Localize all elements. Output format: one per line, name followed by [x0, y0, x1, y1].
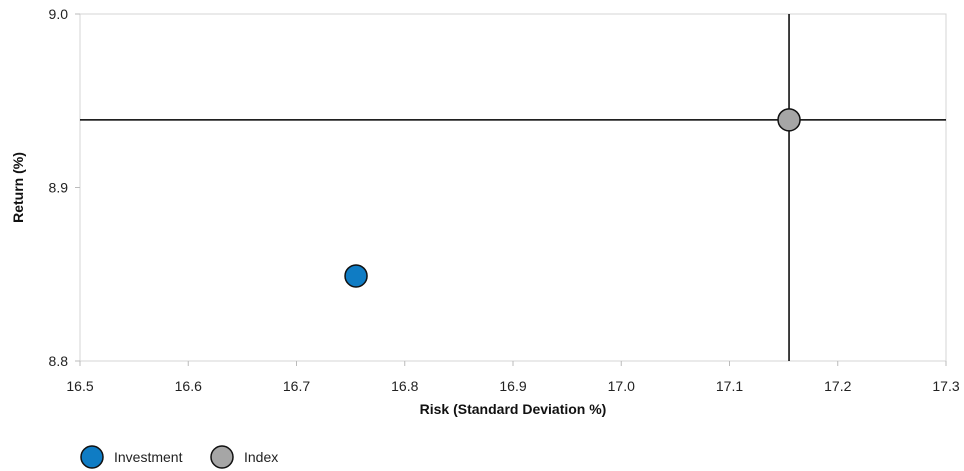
x-tick-label: 16.7: [283, 378, 310, 394]
legend-marker-index: [210, 445, 234, 469]
y-tick-label: 8.9: [49, 180, 69, 196]
x-tick-label: 17.3: [932, 378, 959, 394]
y-axis-title: Return (%): [10, 152, 26, 223]
x-tick-label: 16.6: [175, 378, 202, 394]
legend-label-index: Index: [244, 449, 278, 465]
x-tick-label: 17.0: [608, 378, 635, 394]
x-tick-label: 16.9: [499, 378, 526, 394]
y-tick-label: 8.8: [49, 353, 69, 369]
legend-label-investment: Investment: [114, 449, 183, 465]
x-axis-title: Risk (Standard Deviation %): [420, 401, 607, 417]
point-investment: [344, 264, 368, 288]
x-tick-label: 17.2: [824, 378, 851, 394]
y-tick-label: 9.0: [49, 6, 69, 22]
x-tick-label: 16.8: [391, 378, 418, 394]
plot-area: [79, 13, 947, 362]
legend: Investment Index: [80, 445, 278, 469]
point-index: [777, 108, 801, 132]
x-tick-label: 17.1: [716, 378, 743, 394]
legend-marker-investment: [80, 445, 104, 469]
x-tick-label: 16.5: [66, 378, 93, 394]
